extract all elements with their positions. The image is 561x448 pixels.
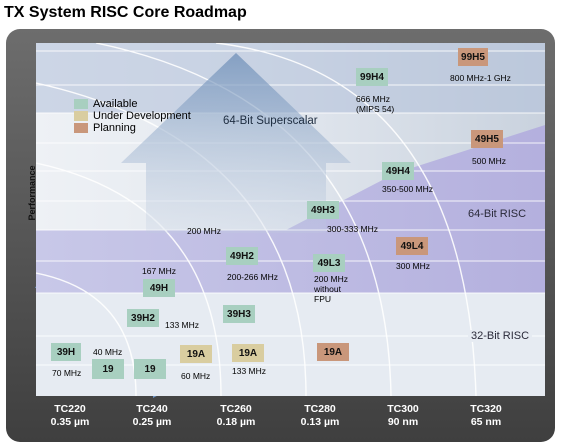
- core-19a-box: 19: [92, 359, 124, 379]
- legend-label-planning: Planning: [93, 122, 136, 134]
- xaxis-node: TC280: [304, 403, 336, 415]
- core-49h2-box: 49H2: [226, 247, 258, 265]
- xaxis-node: TC260: [220, 403, 252, 415]
- xaxis-tc320: TC320 65 nm: [451, 403, 521, 429]
- core-49h4-box: 49H4: [382, 162, 414, 180]
- core-39h-box: 39H: [51, 343, 81, 361]
- band-label-superscalar: 64-Bit Superscalar: [223, 115, 318, 127]
- xaxis-tc300: TC300 90 nm: [368, 403, 438, 429]
- core-49l3-freq: 200 MHz without FPU: [314, 274, 349, 304]
- xaxis-tc260: TC260 0.18 µm: [201, 403, 271, 429]
- core-49h5-freq: 500 MHz: [472, 156, 507, 166]
- legend-label-under-development: Under Development: [93, 110, 191, 122]
- legend-label-available: Available: [93, 98, 138, 110]
- core-49l4-box: 49L4: [396, 237, 428, 255]
- core-19a1-box: 19A: [180, 345, 212, 363]
- xaxis-node: TC240: [136, 403, 168, 415]
- band-label-64bit-risc: 64-Bit RISC: [468, 208, 527, 220]
- xaxis-tc280: TC280 0.13 µm: [285, 403, 355, 429]
- band-label-32bit-risc: 32-Bit RISC: [468, 330, 533, 342]
- core-99h5-box: 99H5: [458, 48, 488, 66]
- arc-2: [36, 162, 222, 396]
- core-19a3-box: 19A: [317, 343, 349, 361]
- core-49h3-freq: 300-333 MHz: [327, 224, 379, 234]
- xaxis-process: 0.18 µm: [216, 416, 256, 428]
- core-49h-freq: 167 MHz: [142, 266, 177, 276]
- legend-swatch-under-development: [74, 111, 88, 121]
- core-99h4-freq: 666 MHz (MIPS 54): [356, 94, 395, 114]
- legend-swatch-planning: [74, 123, 88, 133]
- core-49h5-box: 49H5: [471, 130, 503, 148]
- xaxis-node: TC320: [470, 403, 502, 415]
- core-99h5-freq: 800 MHz-1 GHz: [450, 73, 511, 83]
- core-49l4-freq: 300 MHz: [396, 261, 431, 271]
- freq-200mhz-label: 200 MHz: [187, 226, 222, 236]
- xaxis-process: 90 nm: [387, 416, 419, 428]
- xaxis-node: TC300: [387, 403, 419, 415]
- xaxis-process: 65 nm: [470, 416, 502, 428]
- core-19a-freq: 40 MHz: [93, 347, 123, 357]
- xaxis-process: 0.35 µm: [50, 416, 90, 428]
- superscalar-arrow: [121, 53, 351, 233]
- xaxis-node: TC220: [54, 403, 86, 415]
- core-19a2-freq: 133 MHz: [232, 366, 267, 376]
- core-39h2-box: 39H2: [127, 309, 159, 327]
- core-49h4-freq: 350-500 MHz: [382, 184, 434, 194]
- xaxis-process: 0.13 µm: [300, 416, 340, 428]
- core-99h4-box: 99H4: [356, 68, 388, 86]
- core-19a2-box: 19A: [232, 344, 264, 362]
- xaxis-tc240: TC240 0.25 µm: [117, 403, 187, 429]
- page-title: TX System RISC Core Roadmap: [4, 4, 247, 21]
- xaxis-process: 0.25 µm: [132, 416, 172, 428]
- core-49l3-box: 49L3: [313, 254, 345, 272]
- core-49h3-box: 49H3: [307, 201, 339, 219]
- arc-5: [215, 43, 477, 396]
- roadmap-plot: Available Under Development Planning 64-…: [36, 43, 545, 396]
- core-49h2-freq: 200-266 MHz: [227, 272, 279, 282]
- legend-swatch-available: [74, 99, 88, 109]
- xaxis-tc220: TC220 0.35 µm: [35, 403, 105, 429]
- core-19a1-freq: 60 MHz: [181, 371, 211, 381]
- core-39h3-box: 39H3: [223, 305, 255, 323]
- core-49h-box: 49H: [143, 279, 175, 297]
- core-19b-box: 19: [134, 359, 166, 379]
- core-39h2-freq: 133 MHz: [165, 320, 200, 330]
- core-39h-freq: 70 MHz: [52, 368, 82, 378]
